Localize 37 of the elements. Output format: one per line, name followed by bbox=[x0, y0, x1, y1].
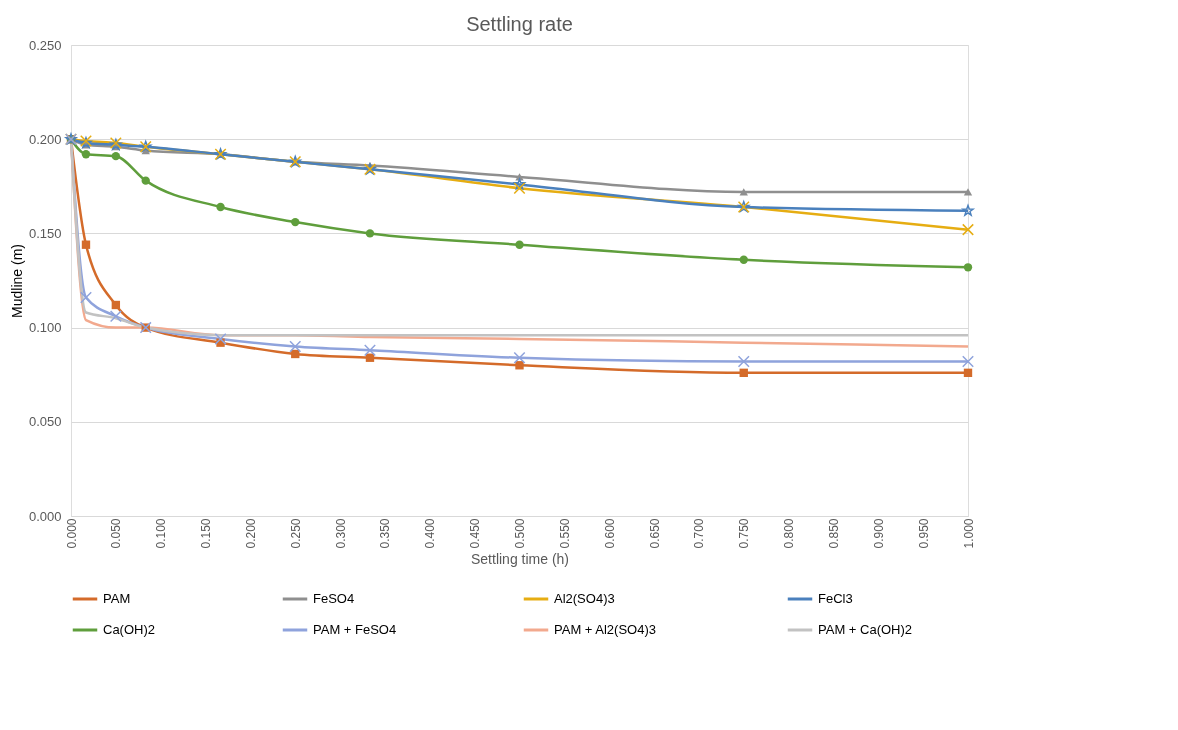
legend-label: FeCl3 bbox=[818, 591, 853, 606]
x-tick-label: 0.100 bbox=[154, 518, 169, 549]
legend-label: PAM + Ca(OH)2 bbox=[818, 622, 913, 637]
y-tick-label: 0.150 bbox=[28, 225, 62, 241]
x-tick-label: 0.200 bbox=[243, 518, 258, 549]
x-tick-label: 0.050 bbox=[109, 518, 124, 549]
legend-label: PAM + FeSO4 bbox=[313, 622, 397, 637]
y-axis-title: Mudline (m) bbox=[8, 244, 25, 318]
x-tick-label: 0.800 bbox=[782, 518, 797, 549]
x-tick-label: 0.900 bbox=[871, 518, 886, 549]
y-tick-label: 0.000 bbox=[28, 508, 62, 524]
chart-title: Settling rate bbox=[466, 13, 573, 35]
y-tick-label: 0.200 bbox=[28, 131, 62, 147]
x-tick-label: 0.850 bbox=[826, 518, 841, 549]
legend-label: Ca(OH)2 bbox=[103, 622, 156, 637]
x-tick-label: 0.250 bbox=[288, 518, 303, 549]
x-tick-label: 0.350 bbox=[378, 518, 393, 549]
x-tick-label: 0.400 bbox=[423, 518, 438, 549]
x-tick-label: 0.650 bbox=[647, 518, 662, 549]
x-tick-label: 0.950 bbox=[916, 518, 931, 549]
x-tick-label: 0.500 bbox=[513, 518, 527, 549]
x-tick-label: 1.000 bbox=[961, 518, 976, 549]
y-tick-label: 0.050 bbox=[28, 414, 62, 430]
x-tick-label: 0.450 bbox=[468, 518, 483, 549]
legend-label: FeSO4 bbox=[313, 591, 355, 606]
x-tick-label: 0.300 bbox=[333, 518, 348, 549]
x-tick-label: 0.750 bbox=[737, 518, 752, 549]
y-tick-label: 0.100 bbox=[28, 320, 62, 336]
legend-label: PAM bbox=[103, 591, 131, 606]
x-tick-label: 0.550 bbox=[557, 518, 572, 549]
x-tick-label: 0.150 bbox=[199, 518, 214, 549]
x-axis-title: Settling time (h) bbox=[470, 550, 570, 567]
x-tick-label: 0.700 bbox=[692, 518, 707, 549]
y-tick-label: 0.250 bbox=[28, 37, 62, 53]
x-tick-label: 0.600 bbox=[602, 518, 617, 549]
legend-label: Al2(SO4)3 bbox=[554, 591, 615, 606]
legend-label: PAM + Al2(SO4)3 bbox=[554, 622, 656, 637]
